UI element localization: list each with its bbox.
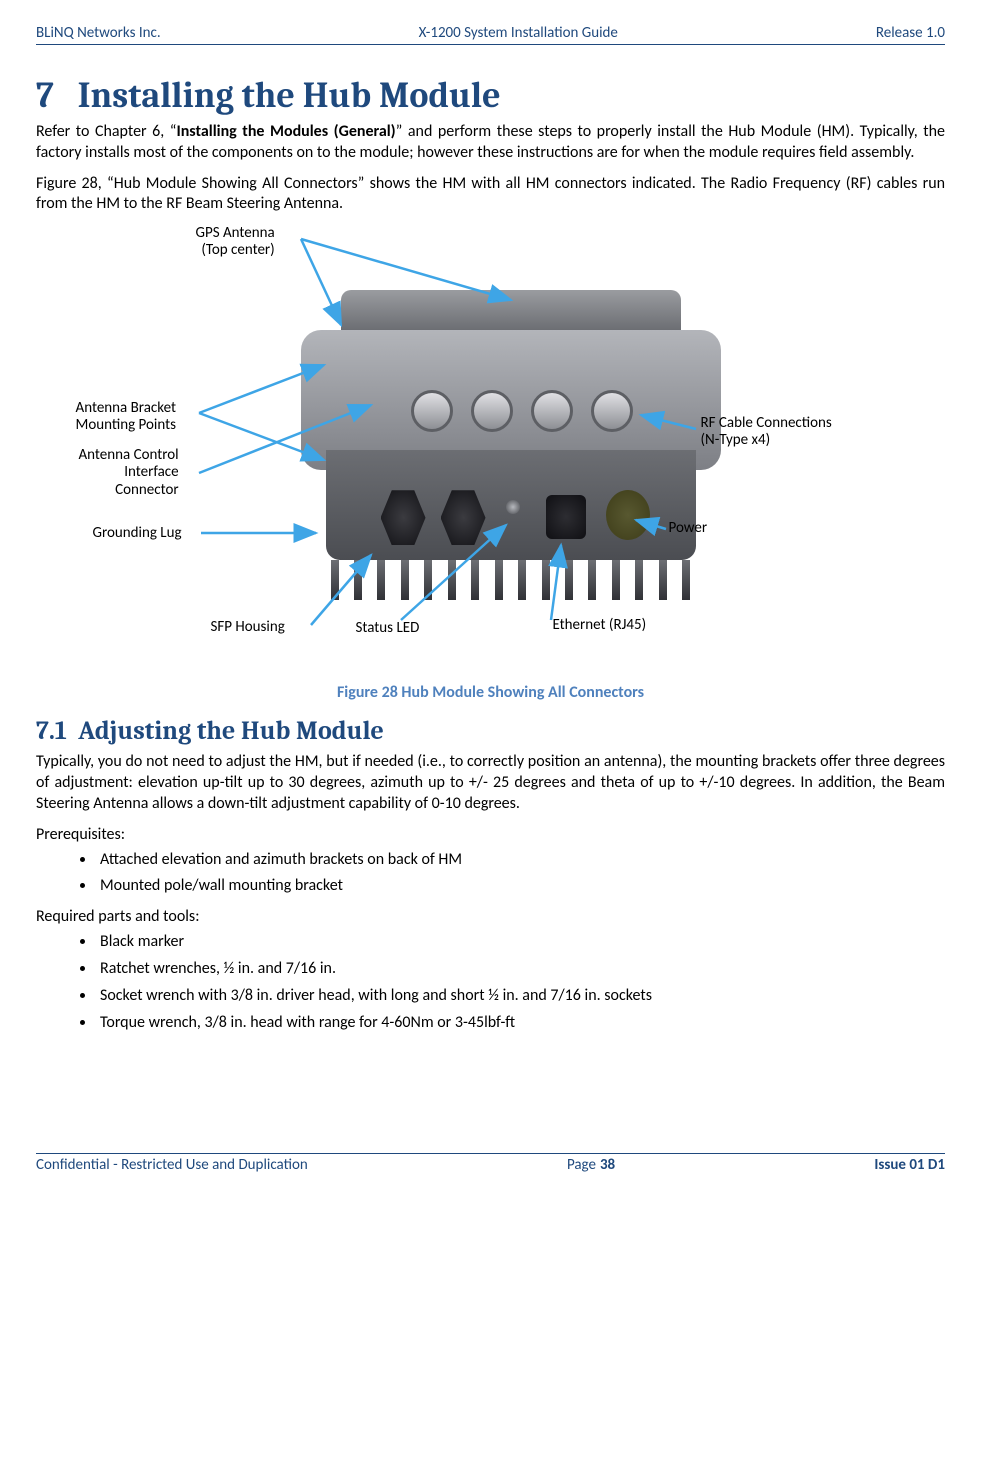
label-power: Power: [669, 520, 708, 537]
header-center: X-1200 System Installation Guide: [419, 24, 618, 42]
header-right: Release 1.0: [876, 24, 945, 42]
label-antenna-control: Antenna Control Interface Connector: [79, 447, 179, 499]
chapter-title: Installing the Hub Module: [78, 75, 501, 116]
chapter-number: 7: [36, 75, 54, 116]
prerequisites-label: Prerequisites:: [36, 825, 945, 844]
label-antenna-bracket: Antenna Bracket Mounting Points: [76, 400, 176, 435]
label-gps-antenna: GPS Antenna (Top center): [196, 225, 275, 260]
footer-center: Page 38: [567, 1156, 615, 1174]
label-status-led: Status LED: [356, 620, 420, 637]
footer-left: Confidential - Restricted Use and Duplic…: [36, 1156, 308, 1174]
chapter-heading: 7 Installing the Hub Module: [36, 75, 945, 116]
header-left: BLiNQ Networks Inc.: [36, 24, 161, 42]
prerequisites-list: Attached elevation and azimuth brackets …: [36, 850, 945, 898]
label-rf-connections: RF Cable Connections (N-Type x4): [701, 415, 832, 450]
page-header: BLiNQ Networks Inc. X-1200 System Instal…: [36, 24, 945, 45]
section-7-1-heading: 7.1 Adjusting the Hub Module: [36, 716, 945, 746]
section-7-1-paragraph: Typically, you do not need to adjust the…: [36, 752, 945, 814]
label-sfp-housing: SFP Housing: [211, 619, 285, 636]
figure-caption: Figure 28 Hub Module Showing All Connect…: [36, 683, 945, 702]
section-title: Adjusting the Hub Module: [78, 716, 384, 746]
figure-28-diagram: GPS Antenna (Top center) Antenna Bracket…: [41, 225, 941, 675]
list-item: Torque wrench, 3/8 in. head with range f…: [96, 1013, 945, 1034]
hub-module-device: [301, 290, 721, 610]
section-number: 7.1: [36, 716, 67, 746]
label-grounding-lug: Grounding Lug: [93, 525, 182, 542]
tools-label: Required parts and tools:: [36, 907, 945, 926]
list-item: Attached elevation and azimuth brackets …: [96, 850, 945, 871]
label-ethernet: Ethernet (RJ45): [553, 617, 647, 634]
page-footer: Confidential - Restricted Use and Duplic…: [36, 1153, 945, 1174]
list-item: Mounted pole/wall mounting bracket: [96, 876, 945, 897]
intro-paragraph-2: Figure 28, “Hub Module Showing All Conne…: [36, 174, 945, 216]
footer-right: Issue 01 D1: [874, 1156, 945, 1174]
list-item: Ratchet wrenches, ½ in. and 7/16 in.: [96, 959, 945, 980]
list-item: Black marker: [96, 932, 945, 953]
tools-list: Black marker Ratchet wrenches, ½ in. and…: [36, 932, 945, 1033]
list-item: Socket wrench with 3/8 in. driver head, …: [96, 986, 945, 1007]
intro-paragraph-1: Refer to Chapter 6, “Installing the Modu…: [36, 122, 945, 164]
